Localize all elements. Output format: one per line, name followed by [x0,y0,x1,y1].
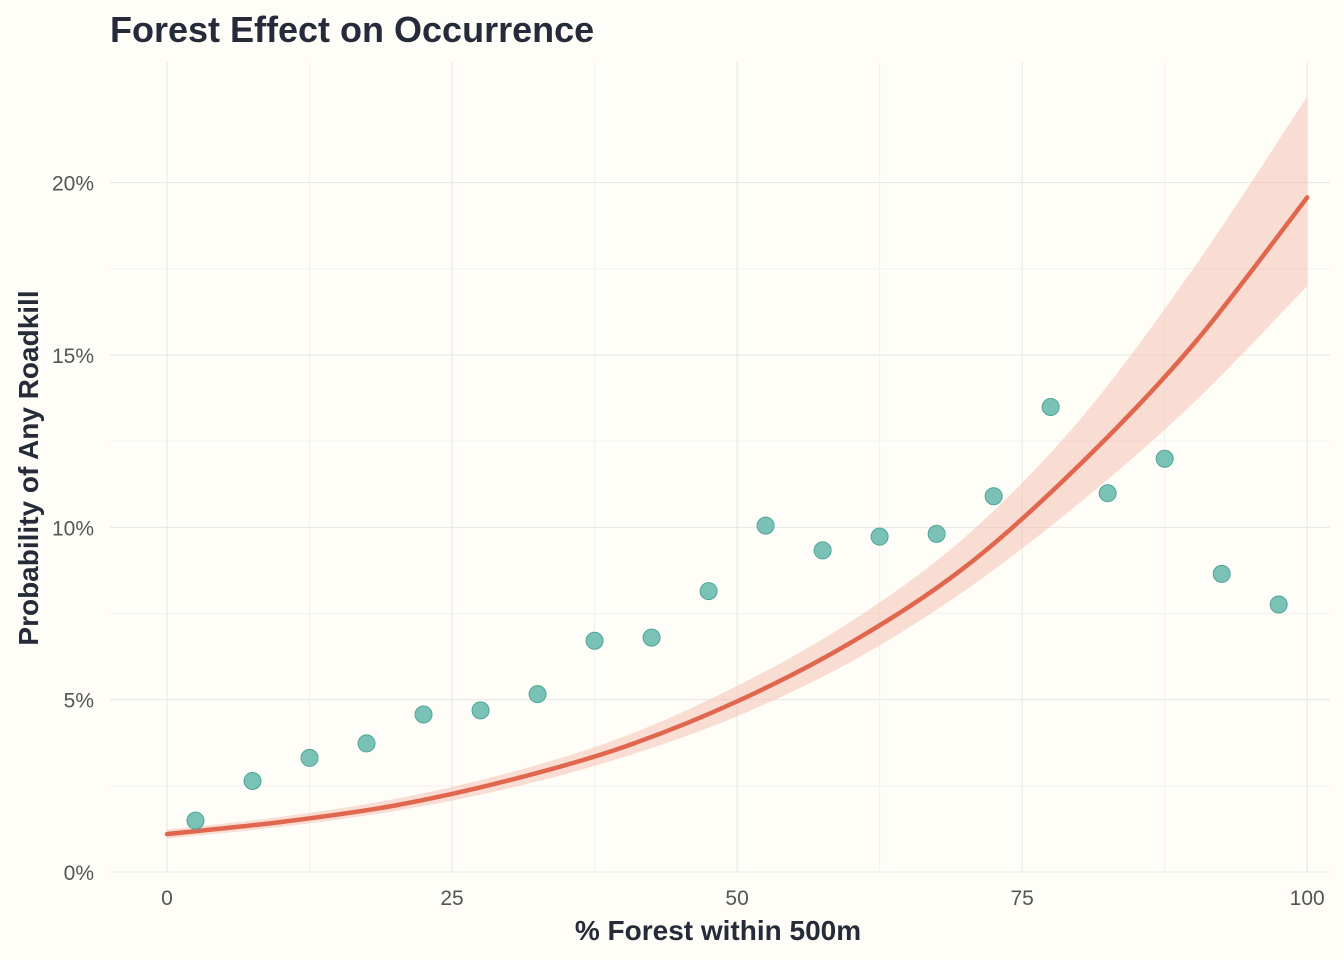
y-tick-label: 0% [64,862,94,885]
data-point [1269,595,1288,614]
x-axis-title: % Forest within 500m [575,915,861,946]
data-point [1098,484,1117,503]
x-axis-ticks: 0 25 50 75 100 [161,887,1325,910]
x-tick-label: 100 [1290,887,1325,910]
chart-title: Forest Effect on Occurrence [110,9,594,50]
y-tick-label: 10% [52,517,94,540]
y-tick-label: 15% [52,345,94,368]
data-point [1155,449,1174,468]
x-tick-label: 50 [725,887,748,910]
data-point [243,772,262,791]
y-tick-label: 20% [52,173,94,196]
data-point [585,631,604,650]
data-point [927,524,946,543]
data-point [1212,564,1231,583]
data-point [1041,398,1060,417]
y-tick-label: 5% [64,690,94,713]
data-point [471,701,490,720]
x-tick-label: 25 [440,887,463,910]
y-axis-title: Probability of Any Roadkill [13,290,44,645]
data-point [813,541,832,560]
data-point [300,748,319,767]
data-point [186,811,205,830]
data-point [756,516,775,535]
fit-line-layer [164,195,1310,837]
data-point [414,705,433,724]
data-point [699,582,718,601]
data-point [528,685,547,704]
y-axis-ticks: 0% 5% 10% 15% 20% [52,173,94,885]
data-point [870,527,889,546]
fit-line [164,195,1310,837]
points-layer [186,398,1288,830]
x-tick-label: 75 [1010,887,1033,910]
data-point [642,628,661,647]
data-point [984,487,1003,506]
x-tick-label: 0 [161,887,173,910]
data-point [357,734,376,753]
